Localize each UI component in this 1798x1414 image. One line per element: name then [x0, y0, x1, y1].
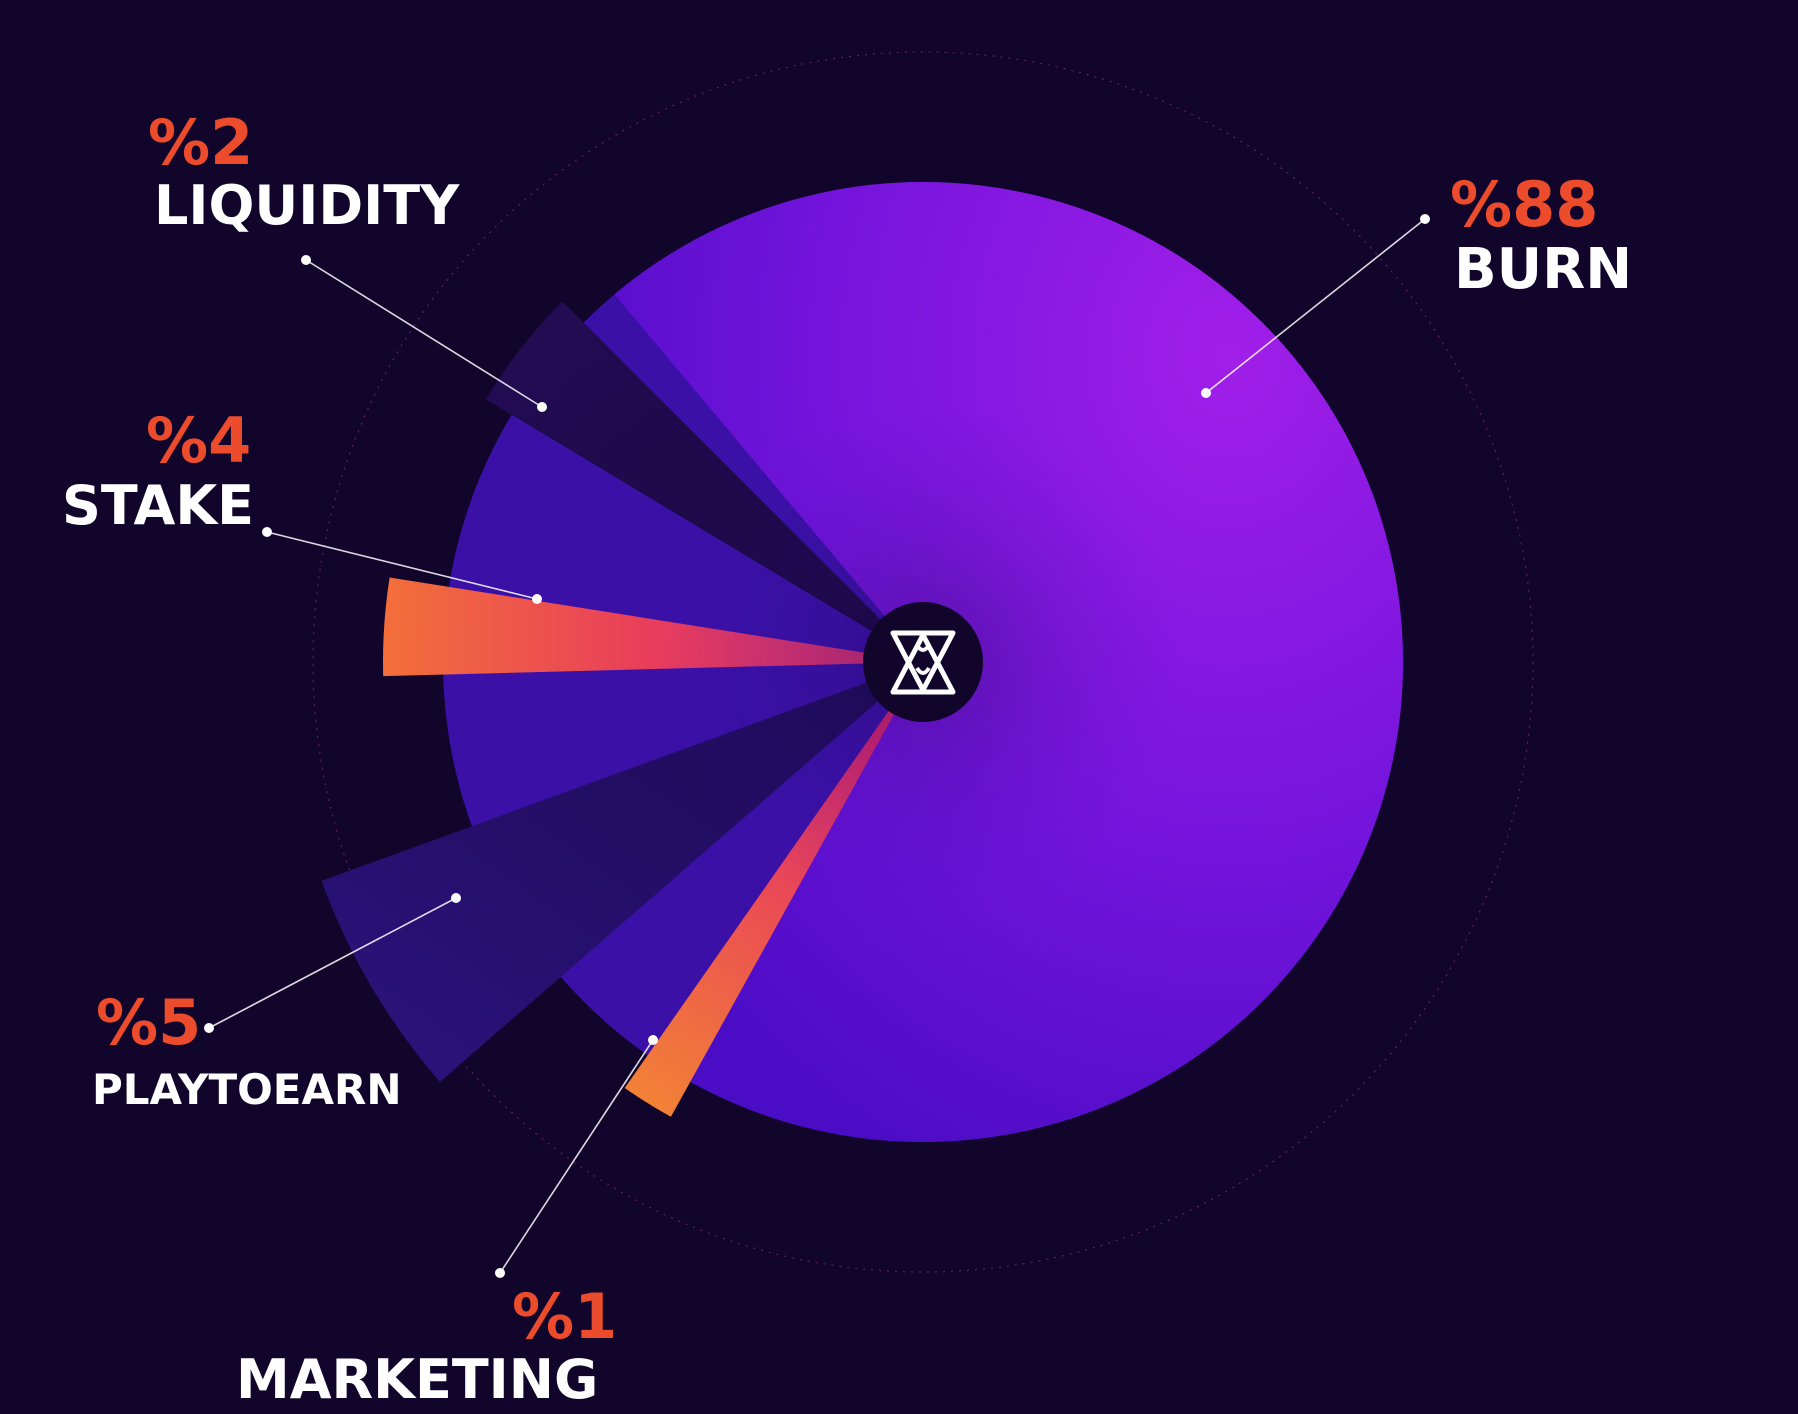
center-logo [863, 602, 983, 722]
center-circle [863, 602, 983, 722]
leader-dot-stake-slice [532, 594, 542, 604]
leader-dot-liquidity-label [301, 255, 311, 265]
playtoearn-label: PLAYTOEARN [92, 1065, 401, 1114]
outer-guide-ring [312, 51, 1534, 1273]
leader-dot-marketing-slice [648, 1035, 658, 1045]
leader-line-playtoearn [208, 897, 457, 1029]
stake-percent: %4 [146, 404, 251, 477]
leader-dot-playtoearn-label [204, 1023, 214, 1033]
leader-dot-liquidity-slice [537, 402, 547, 412]
label-liquidity: %2 LIQUIDITY [148, 106, 460, 237]
leader-line-liquidity [305, 259, 543, 408]
liquidity-percent: %2 [148, 106, 253, 179]
leader-dot-marketing-label [495, 1268, 505, 1278]
marketing-label: MARKETING [236, 1348, 598, 1411]
label-stake: %4 STAKE [62, 404, 254, 537]
burn-percent: %88 [1450, 168, 1598, 241]
leader-dot-burn-label [1420, 214, 1430, 224]
liquidity-label: LIQUIDITY [154, 174, 460, 237]
stake-label: STAKE [62, 474, 254, 537]
leader-dot-playtoearn-slice [451, 893, 461, 903]
logo-icon [890, 630, 956, 695]
marketing-percent: %1 [512, 1280, 617, 1353]
leader-line-stake [266, 531, 538, 600]
leader-line-burn [1205, 218, 1426, 394]
burn-label: BURN [1454, 237, 1632, 302]
label-burn: %88 BURN [1450, 168, 1632, 302]
leader-dot-stake-label [262, 527, 272, 537]
leader-dot-burn-slice [1201, 388, 1211, 398]
leader-line-marketing [499, 1039, 654, 1274]
playtoearn-percent: %5 [96, 986, 201, 1059]
label-marketing: %1 MARKETING [236, 1280, 617, 1411]
label-playtoearn: %5 PLAYTOEARN [92, 986, 401, 1114]
